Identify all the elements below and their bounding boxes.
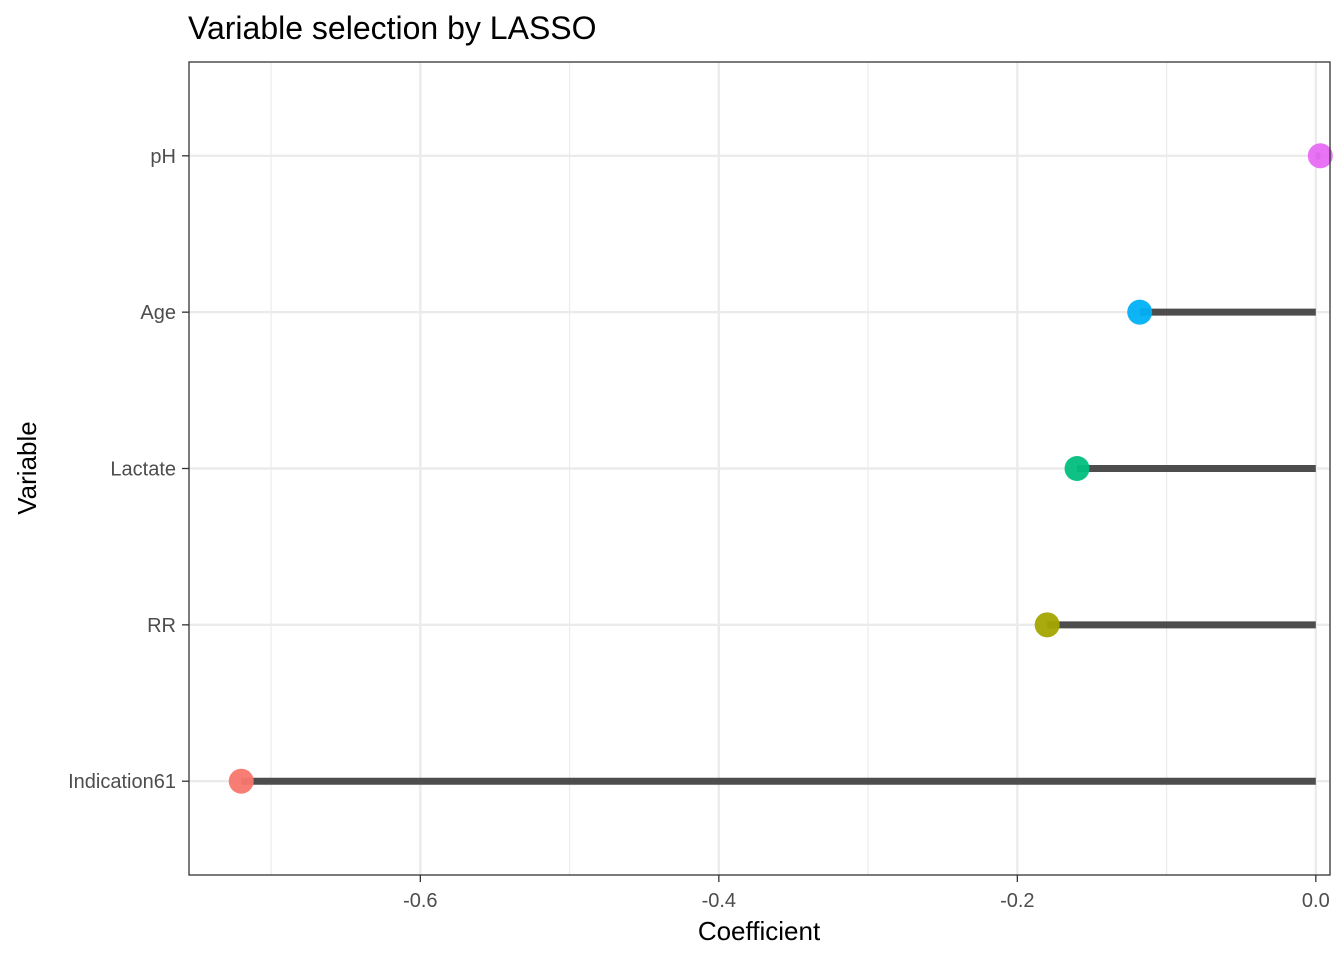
y-tick-label: Age (140, 302, 176, 324)
y-tick-label: Lactate (110, 459, 176, 481)
point-indication61 (228, 768, 254, 794)
x-axis-title: Coefficient (698, 916, 821, 946)
x-axis: -0.6 -0.4 -0.2 0.0 (403, 875, 1330, 912)
y-axis-title: Variable (12, 421, 42, 514)
x-tick-label: -0.4 (702, 890, 736, 912)
y-tick-label: RR (147, 615, 176, 637)
point-age (1127, 299, 1153, 325)
y-axis: Indication61 RR Lactate Age pH (68, 146, 189, 793)
x-tick-label: -0.2 (1000, 890, 1034, 912)
lollipop-points (228, 143, 1333, 794)
y-tick-label: pH (150, 146, 176, 168)
x-tick-label: 0.0 (1302, 890, 1330, 912)
point-ph (1307, 143, 1333, 169)
y-tick-label: Indication61 (68, 771, 176, 793)
x-tick-label: -0.6 (403, 890, 437, 912)
point-lactate (1064, 456, 1090, 481)
point-rr (1034, 612, 1060, 638)
chart-title: Variable selection by LASSO (188, 10, 597, 46)
